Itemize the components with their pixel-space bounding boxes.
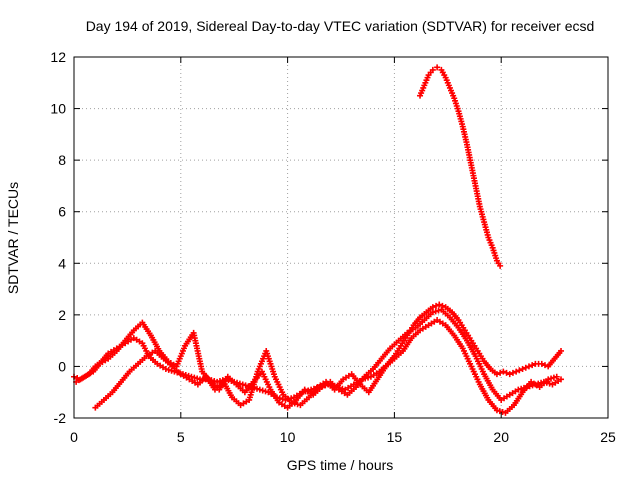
data-point <box>558 347 565 354</box>
trace-marker <box>516 367 523 374</box>
data-point <box>239 381 246 388</box>
x-tick-label: 0 <box>70 429 78 445</box>
x-tick-label: 25 <box>600 429 616 445</box>
trace-marker <box>191 374 198 381</box>
data-point <box>162 366 169 373</box>
x-tick-label: 5 <box>177 429 185 445</box>
y-tick-label: 0 <box>58 358 66 374</box>
data-point <box>288 399 295 406</box>
trace-marker <box>432 308 439 315</box>
y-tick-label: 8 <box>58 152 66 168</box>
data-point <box>429 309 436 316</box>
data-point <box>553 373 560 380</box>
data-point <box>493 371 500 378</box>
data-point <box>515 386 522 393</box>
plot-frame <box>73 56 609 419</box>
trace-marker <box>294 401 301 408</box>
x-tick-label: 20 <box>493 429 509 445</box>
trace-marker <box>194 375 201 382</box>
trace-marker <box>550 374 557 381</box>
data-point <box>429 304 436 311</box>
data-point <box>493 407 500 414</box>
data-point <box>214 378 221 385</box>
chart-title: Day 194 of 2019, Sidereal Day-to-day VTE… <box>86 18 595 34</box>
y-tick-label: 4 <box>58 255 66 271</box>
trace-marker <box>435 307 442 314</box>
y-tick-label: 10 <box>50 101 66 117</box>
grid-lines <box>74 57 608 418</box>
trace-marker <box>499 408 506 415</box>
trace-marker <box>165 366 172 373</box>
x-axis-label: GPS time / hours <box>287 457 394 473</box>
trace-marker <box>496 408 503 415</box>
data-point <box>519 366 526 373</box>
data-point <box>436 301 443 308</box>
trace-marker <box>529 362 536 369</box>
trace-marker <box>497 369 504 376</box>
x-tick-label: 15 <box>387 429 403 445</box>
trace-marker <box>439 302 446 309</box>
data-point <box>538 360 545 367</box>
y-tick-label: 6 <box>58 204 66 220</box>
trace-marker <box>522 364 529 371</box>
data-point <box>434 64 441 71</box>
data-point <box>558 376 565 383</box>
y-tick-label: 2 <box>58 307 66 323</box>
data-point <box>506 371 513 378</box>
y-axis-label: SDTVAR / TECUs <box>5 182 21 294</box>
trace-marker <box>433 302 440 309</box>
trace-marker <box>262 388 269 395</box>
trace-marker <box>509 369 516 376</box>
data-point <box>500 368 507 375</box>
data-point <box>523 384 530 391</box>
trace-marker <box>253 385 260 392</box>
data-point <box>429 66 436 73</box>
trace-marker <box>548 375 555 382</box>
trace-marker <box>259 387 266 394</box>
trace-marker <box>546 380 553 387</box>
x-tick-label: 10 <box>280 429 296 445</box>
trace-marker <box>503 369 510 376</box>
plot-area <box>71 64 565 416</box>
y-tick-label: -2 <box>54 410 67 426</box>
data-point <box>513 368 520 375</box>
data-point <box>256 386 263 393</box>
data-point <box>545 376 552 383</box>
trace-marker <box>291 400 298 407</box>
y-tick-label: 12 <box>50 49 66 65</box>
data-point <box>525 363 532 370</box>
data-point <box>497 262 504 269</box>
